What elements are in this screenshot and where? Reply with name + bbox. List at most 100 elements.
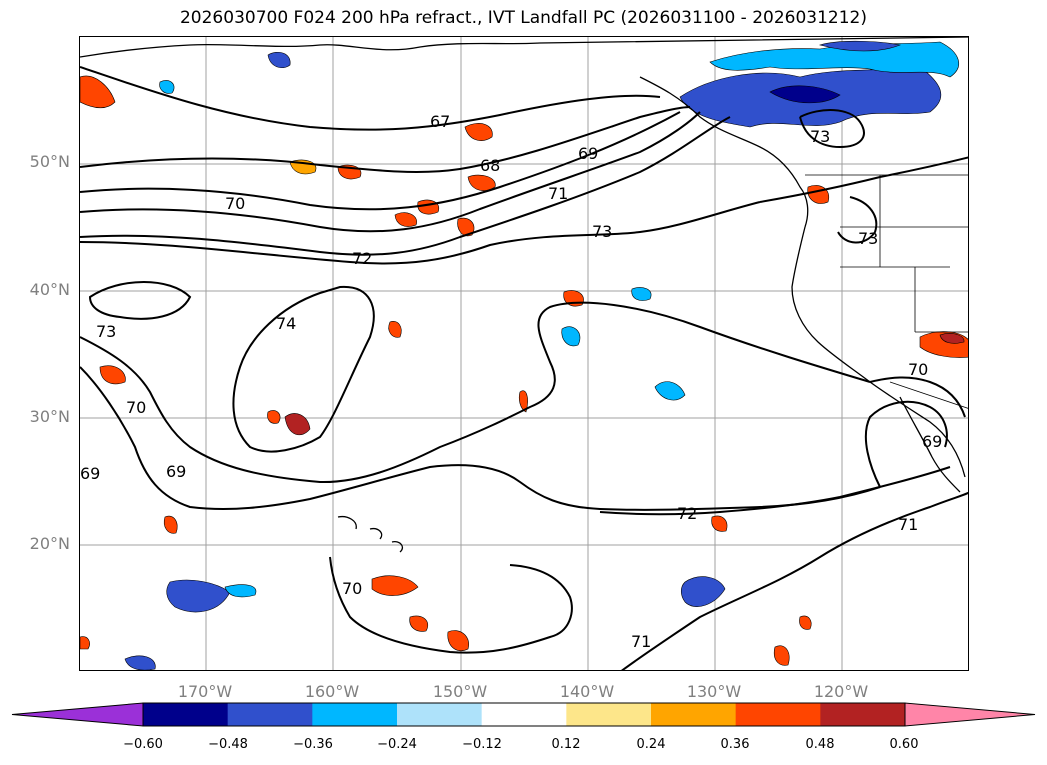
coast-alaska (80, 37, 968, 58)
neg-patch-bottom-left (124, 655, 156, 670)
neg-patch-canada-core (769, 85, 841, 104)
colorbar-extend-low (11, 702, 144, 727)
colorbar-segment (143, 703, 229, 726)
pos-patch-45n-a (417, 199, 440, 215)
coast-hawaii (337, 515, 404, 553)
contour-label-67: 67 (430, 112, 450, 131)
colorbar-segment (481, 703, 567, 726)
cbar-tick-neg-024: −0.24 (377, 737, 417, 752)
contour-label-74: 74 (276, 314, 296, 333)
contour-label-71: 71 (548, 184, 568, 203)
contour-72 (80, 201, 761, 265)
colorbar-segment (735, 703, 821, 726)
contour-label-70-d: 70 (908, 360, 928, 379)
contour-69-east (864, 400, 948, 488)
pos-patch-35n-a (388, 321, 402, 338)
pos-patch-12n-b (80, 636, 90, 650)
negative-patches (124, 40, 959, 670)
contour-label-69-a: 69 (80, 464, 100, 483)
coast-us-west (791, 226, 966, 478)
contour-label-72: 72 (352, 249, 372, 268)
neg-patch-130w (680, 576, 726, 607)
coast-baja (899, 396, 961, 493)
contour-69 (80, 111, 681, 211)
lon-label-130w: 130°W (686, 682, 742, 701)
contour-74 (232, 285, 375, 453)
colorbar-segments (11, 702, 1036, 727)
colorbar-outline (142, 702, 906, 727)
colorbar-segment (312, 703, 398, 726)
lon-label-160w: 160°W (304, 682, 360, 701)
colorbar-segment (566, 703, 652, 726)
contour-label-69: 69 (578, 144, 598, 163)
colorbar-segment (397, 703, 483, 726)
pos-patch-20n-a (163, 515, 178, 534)
contour-label-72-a: 72 (677, 504, 697, 523)
colorbar (11, 702, 1036, 727)
pos-patch-oregon (807, 185, 830, 204)
pos-patch-30n-c (267, 410, 281, 424)
map-panel[interactable]: 67 68 69 70 71 72 73 73 73 74 70 69 69 7… (79, 36, 969, 671)
contour-70-east (869, 376, 966, 418)
contour-label-70-c: 70 (342, 579, 362, 598)
contour-label-73-a: 73 (592, 222, 612, 241)
lon-label-140w: 140°W (559, 682, 615, 701)
graticule (80, 37, 968, 670)
pos-patch-20n-c (711, 515, 728, 532)
neg-patch-sw-a (166, 579, 231, 613)
colorbar-extend-high (904, 702, 1036, 727)
colorbar-segment (820, 703, 906, 726)
map-canvas: 67 68 69 70 71 72 73 73 73 74 70 69 69 7… (80, 37, 968, 670)
pos-patch-15n-a (447, 630, 469, 652)
contour-label-73-d: 73 (96, 322, 116, 341)
contour-73-east (799, 109, 865, 149)
coastlines (80, 37, 968, 553)
pos-patch-30n-b (518, 390, 528, 413)
contour-label-71-a: 71 (631, 632, 651, 651)
contour-73-upper (759, 156, 968, 203)
cbar-tick-neg-048: −0.48 (208, 737, 248, 752)
lat-label-20n: 20°N (29, 534, 70, 553)
contour-label-68: 68 (480, 156, 500, 175)
contour-73-mid (837, 196, 878, 244)
cbar-tick-012: 0.12 (551, 737, 581, 752)
pos-patch-30n-a (284, 413, 311, 436)
pos-patch-12n-a (773, 645, 790, 666)
lat-label-50n: 50°N (29, 152, 70, 171)
neg-patch-left-mid (159, 80, 175, 94)
lon-label-170w: 170°W (177, 682, 233, 701)
boundaries (805, 174, 968, 409)
contour-70 (80, 111, 701, 233)
neg-patch-canada-edge (709, 41, 959, 78)
pos-patch-45n-b (394, 212, 417, 227)
neg-patch-nw (267, 52, 291, 68)
positive-patches (80, 75, 968, 666)
contour-label-group: 67 68 69 70 71 72 73 73 73 74 70 69 69 7… (80, 112, 942, 651)
contour-label-73-b: 73 (810, 127, 830, 146)
refractivity-contours (80, 66, 968, 670)
contour-72-south (599, 466, 951, 516)
lon-label-150w: 150°W (432, 682, 488, 701)
cbar-tick-neg-012: −0.12 (462, 737, 502, 752)
contour-label-73-c: 73 (858, 229, 878, 248)
contour-label-69-c: 69 (922, 432, 942, 451)
pos-patch-west-coast-b (939, 333, 965, 344)
contour-67 (80, 66, 661, 131)
contour-68 (80, 106, 691, 173)
lat-label-30n: 30°N (29, 407, 70, 426)
neg-patch-30n-b (561, 326, 581, 347)
contour-label-70-b: 70 (126, 398, 146, 417)
coast-canada-bc (639, 76, 809, 228)
cbar-tick-neg-060: −0.60 (123, 737, 163, 752)
contour-71-south (621, 491, 968, 670)
cbar-tick-048: 0.48 (805, 737, 835, 752)
cbar-tick-060: 0.60 (889, 737, 919, 752)
neg-patch-30n-a (654, 381, 686, 401)
pos-patch-12n-c (799, 615, 812, 630)
contour-70-south (329, 556, 573, 654)
pos-patch-45n-c (457, 217, 475, 237)
colorbar-segment (227, 703, 313, 726)
contour-70-left (80, 301, 871, 484)
contour-73-left (88, 281, 192, 320)
neg-patch-canada-top (818, 40, 902, 52)
